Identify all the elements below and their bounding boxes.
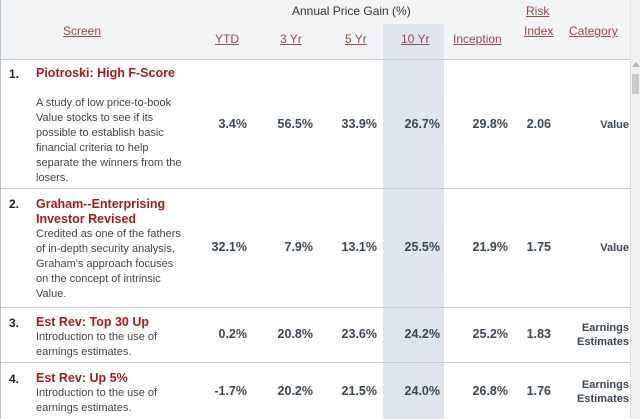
ten-year-column-highlight xyxy=(383,24,444,419)
row-rank: 3. xyxy=(9,316,20,330)
3yr-value: 20.2% xyxy=(277,384,313,398)
annual-price-gain-heading: Annual Price Gain (%) xyxy=(292,4,411,18)
inception-value: 26.8% xyxy=(472,384,508,398)
3yr-value: 7.9% xyxy=(284,240,314,254)
screen-title-link[interactable]: Est Rev: Up 5% xyxy=(36,371,128,385)
ytd-column-header[interactable]: YTD xyxy=(215,32,239,46)
ytd-value: 32.1% xyxy=(211,240,247,254)
screen-description: A study of low price-to-book Value stock… xyxy=(36,97,182,184)
5yr-value: 23.6% xyxy=(341,327,377,341)
ytd-value: 3.4% xyxy=(218,117,248,131)
scrollbar-thumb[interactable] xyxy=(632,74,639,94)
screen-title-link[interactable]: Piotroski: High F-Score xyxy=(36,66,175,80)
row-rank: 1. xyxy=(9,67,20,81)
screen-column-header[interactable]: Screen xyxy=(63,24,102,38)
10yr-value: 24.0% xyxy=(404,384,440,398)
row-separator xyxy=(1,307,631,308)
risk-index-value: 1.83 xyxy=(526,327,551,341)
category-value: Value xyxy=(600,119,629,131)
5yr-column-header[interactable]: 5 Yr xyxy=(345,32,367,46)
inception-value: 29.8% xyxy=(472,117,508,131)
3yr-value: 20.8% xyxy=(277,327,313,341)
category-value: Earnings Estimates xyxy=(577,322,629,348)
screen-title-link[interactable]: Graham--Enterprising Investor Revised xyxy=(36,197,166,226)
screen-description: Credited as one of the fathers of in-dep… xyxy=(36,228,181,300)
row-separator xyxy=(1,362,631,363)
10yr-column-header[interactable]: 10 Yr xyxy=(401,32,430,46)
header-separator xyxy=(1,59,631,60)
row-separator xyxy=(1,188,631,189)
inception-value: 25.2% xyxy=(472,327,508,341)
5yr-value: 13.1% xyxy=(341,240,377,254)
risk-index-column-header-line1[interactable]: Risk xyxy=(526,4,550,18)
screen-title-link[interactable]: Est Rev: Top 30 Up xyxy=(36,315,149,329)
risk-index-value: 2.06 xyxy=(526,117,551,131)
category-column-header[interactable]: Category xyxy=(569,24,618,38)
scroll-up-arrow-icon[interactable] xyxy=(632,62,640,67)
3yr-value: 56.5% xyxy=(277,117,313,131)
vertical-scrollbar[interactable] xyxy=(630,0,640,419)
10yr-value: 26.7% xyxy=(404,117,440,131)
risk-index-value: 1.75 xyxy=(526,240,551,254)
screen-description: Introduction to the use of earnings esti… xyxy=(36,387,158,414)
risk-index-value: 1.76 xyxy=(526,384,551,398)
inception-column-header[interactable]: Inception xyxy=(453,32,502,46)
risk-index-column-header-line2[interactable]: Index xyxy=(524,24,554,38)
screen-description: Introduction to the use of earnings esti… xyxy=(36,331,158,358)
5yr-value: 33.9% xyxy=(341,117,377,131)
row-rank: 4. xyxy=(9,372,20,386)
3yr-column-header[interactable]: 3 Yr xyxy=(280,32,302,46)
ytd-value: 0.2% xyxy=(218,327,248,341)
ytd-value: -1.7% xyxy=(214,384,247,398)
10yr-value: 24.2% xyxy=(404,327,440,341)
10yr-value: 25.5% xyxy=(404,240,440,254)
table-header xyxy=(1,0,631,60)
category-value: Value xyxy=(600,242,629,254)
category-value: Earnings Estimates xyxy=(577,379,629,405)
inception-value: 21.9% xyxy=(472,240,508,254)
row-rank: 2. xyxy=(9,197,20,211)
5yr-value: 21.5% xyxy=(341,384,377,398)
